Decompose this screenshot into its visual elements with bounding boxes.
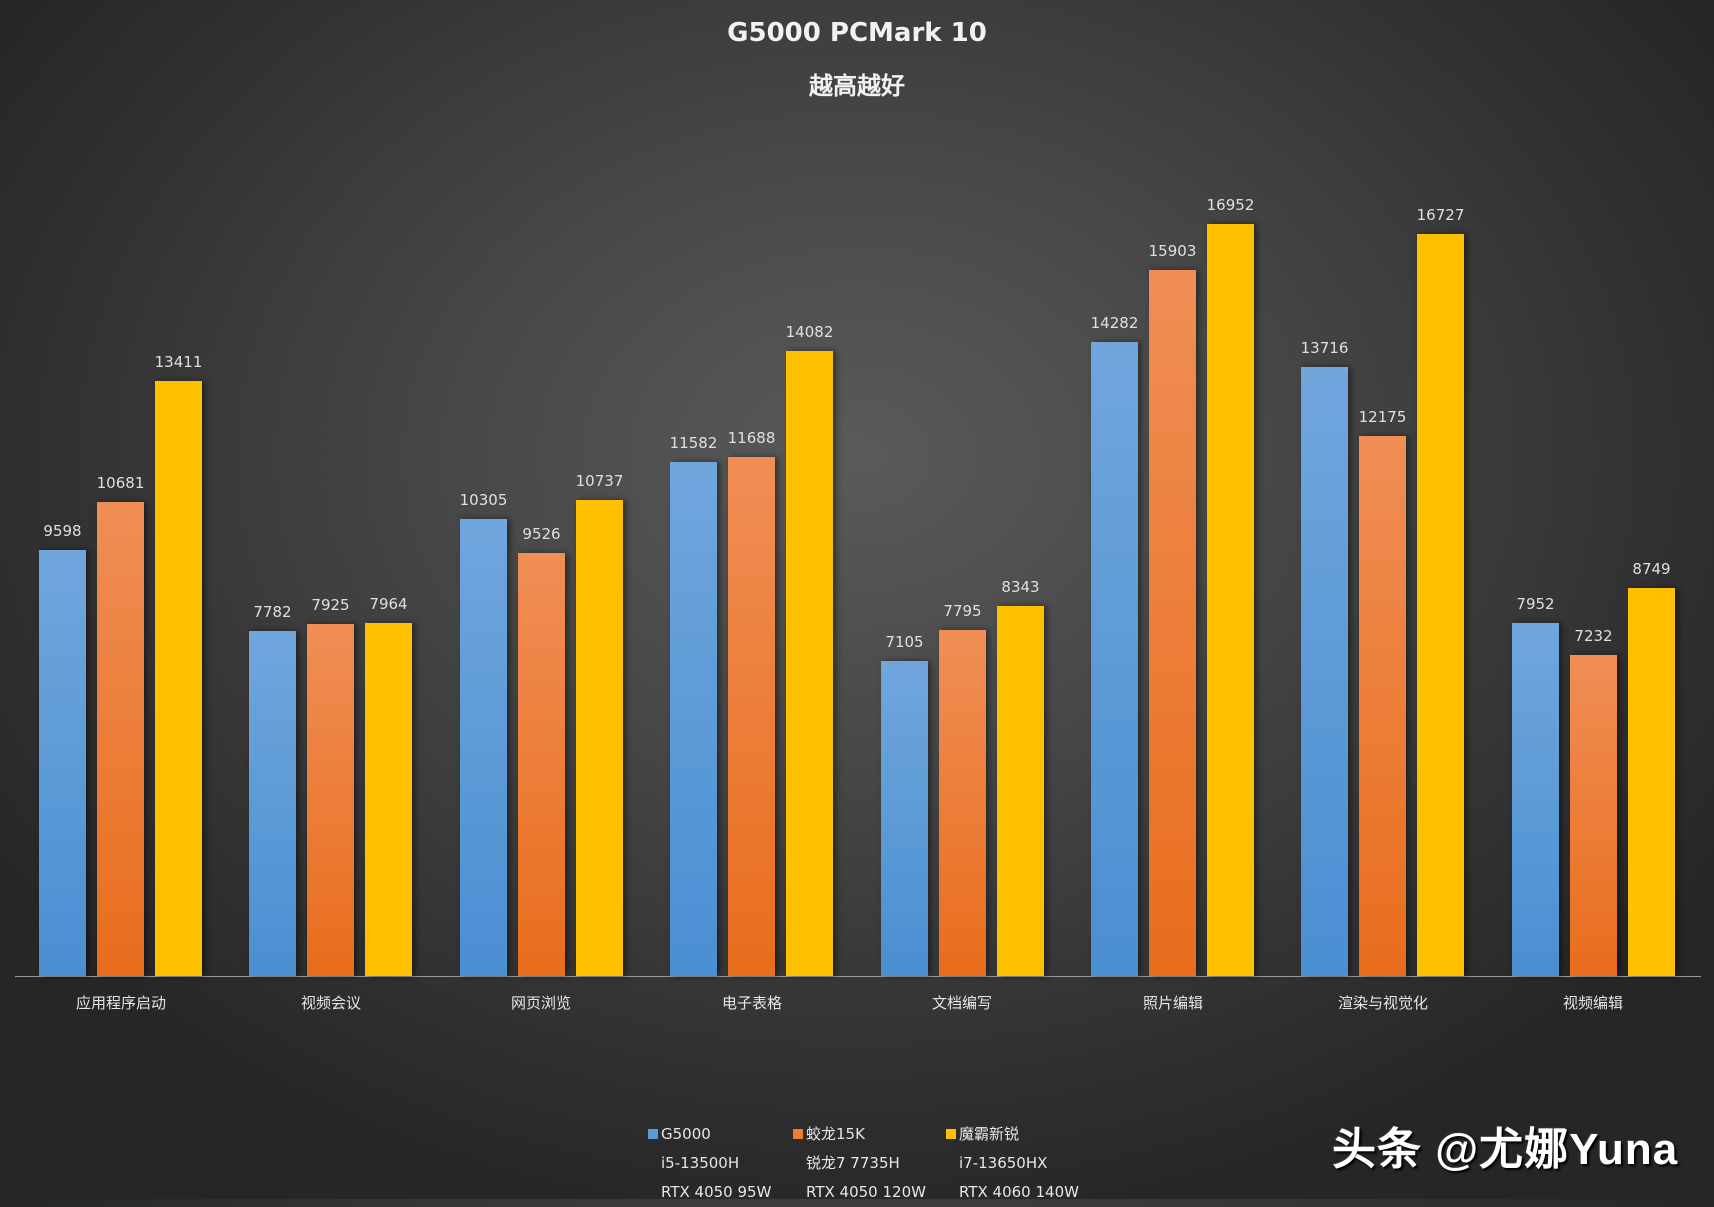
bar (365, 623, 412, 976)
data-label: 13411 (154, 353, 203, 371)
bar (460, 519, 507, 976)
data-label: 9526 (522, 525, 561, 543)
legend-series-name: 魔霸新锐 (959, 1125, 1020, 1143)
category-label: 照片编辑 (1142, 994, 1203, 1012)
watermark: 头条 @尤娜Yuna (1332, 1125, 1679, 1174)
bar (307, 624, 354, 976)
legend-series-detail: 锐龙7 7735H (806, 1154, 900, 1172)
legend-series-detail: i7-13650HX (959, 1154, 1048, 1172)
legend-item: 蛟龙15K 锐龙7 7735H RTX 4050 120W (793, 1120, 926, 1207)
legend-series-detail: i5-13500H (661, 1154, 740, 1172)
bar (939, 630, 986, 976)
data-label: 7105 (885, 633, 924, 651)
bar (1091, 342, 1138, 976)
legend-series-detail: RTX 4060 140W (959, 1183, 1079, 1201)
data-label: 12175 (1358, 408, 1407, 426)
data-label: 7232 (1574, 627, 1613, 645)
data-label: 16952 (1206, 196, 1255, 214)
legend-series-detail: RTX 4050 95W (661, 1183, 772, 1201)
data-label: 8343 (1001, 578, 1040, 596)
bar (1570, 655, 1617, 976)
category-label: 文档编写 (931, 994, 992, 1012)
bar (1207, 224, 1254, 976)
data-label: 16727 (1416, 206, 1465, 224)
category-label: 视频编辑 (1562, 994, 1623, 1012)
legend-swatch-icon (648, 1129, 658, 1139)
data-label: 10737 (575, 472, 624, 490)
data-label: 10681 (96, 474, 145, 492)
bar (670, 462, 717, 976)
bar (786, 351, 833, 976)
bar (39, 550, 86, 976)
bar (1417, 234, 1464, 976)
legend-series-detail: RTX 4050 120W (806, 1183, 926, 1201)
bar (1149, 270, 1196, 976)
data-label: 14282 (1090, 314, 1139, 332)
category-label: 网页浏览 (510, 994, 571, 1012)
category-label: 电子表格 (721, 994, 782, 1012)
data-label: 7952 (1516, 595, 1555, 613)
legend-item: G5000 i5-13500H RTX 4050 95W (648, 1120, 771, 1207)
bar (518, 553, 565, 976)
data-label: 7795 (943, 602, 982, 620)
legend-swatch-icon (946, 1129, 956, 1139)
chart-title: G5000 PCMark 10 (727, 18, 987, 48)
x-axis-line (15, 976, 1701, 977)
bar (881, 661, 928, 976)
data-label: 11688 (727, 429, 776, 447)
data-label: 13716 (1300, 339, 1349, 357)
category-label: 视频会议 (300, 994, 361, 1012)
data-label: 15903 (1148, 242, 1197, 260)
legend-swatch-icon (793, 1129, 803, 1139)
category-label: 渲染与视觉化 (1337, 994, 1428, 1012)
bar (1628, 588, 1675, 976)
data-label: 9598 (43, 522, 82, 540)
bar (728, 457, 775, 976)
category-label: 应用程序启动 (75, 994, 166, 1012)
bar (997, 606, 1044, 976)
data-label: 7964 (369, 595, 408, 613)
data-label: 7925 (311, 596, 350, 614)
data-label: 8749 (1632, 560, 1671, 578)
bar (97, 502, 144, 976)
bar (1359, 436, 1406, 976)
data-label: 10305 (459, 491, 508, 509)
bar (1301, 367, 1348, 976)
data-label: 14082 (785, 323, 834, 341)
bar (155, 381, 202, 976)
bar (1512, 623, 1559, 976)
chart-subtitle: 越高越好 (809, 72, 905, 100)
legend-series-name: G5000 (661, 1125, 711, 1143)
data-label: 7782 (253, 603, 292, 621)
data-label: 11582 (669, 434, 718, 452)
legend-series-name: 蛟龙15K (806, 1125, 865, 1143)
legend-item: 魔霸新锐 i7-13650HX RTX 4060 140W (946, 1120, 1079, 1207)
bar (249, 631, 296, 976)
bar (576, 500, 623, 976)
